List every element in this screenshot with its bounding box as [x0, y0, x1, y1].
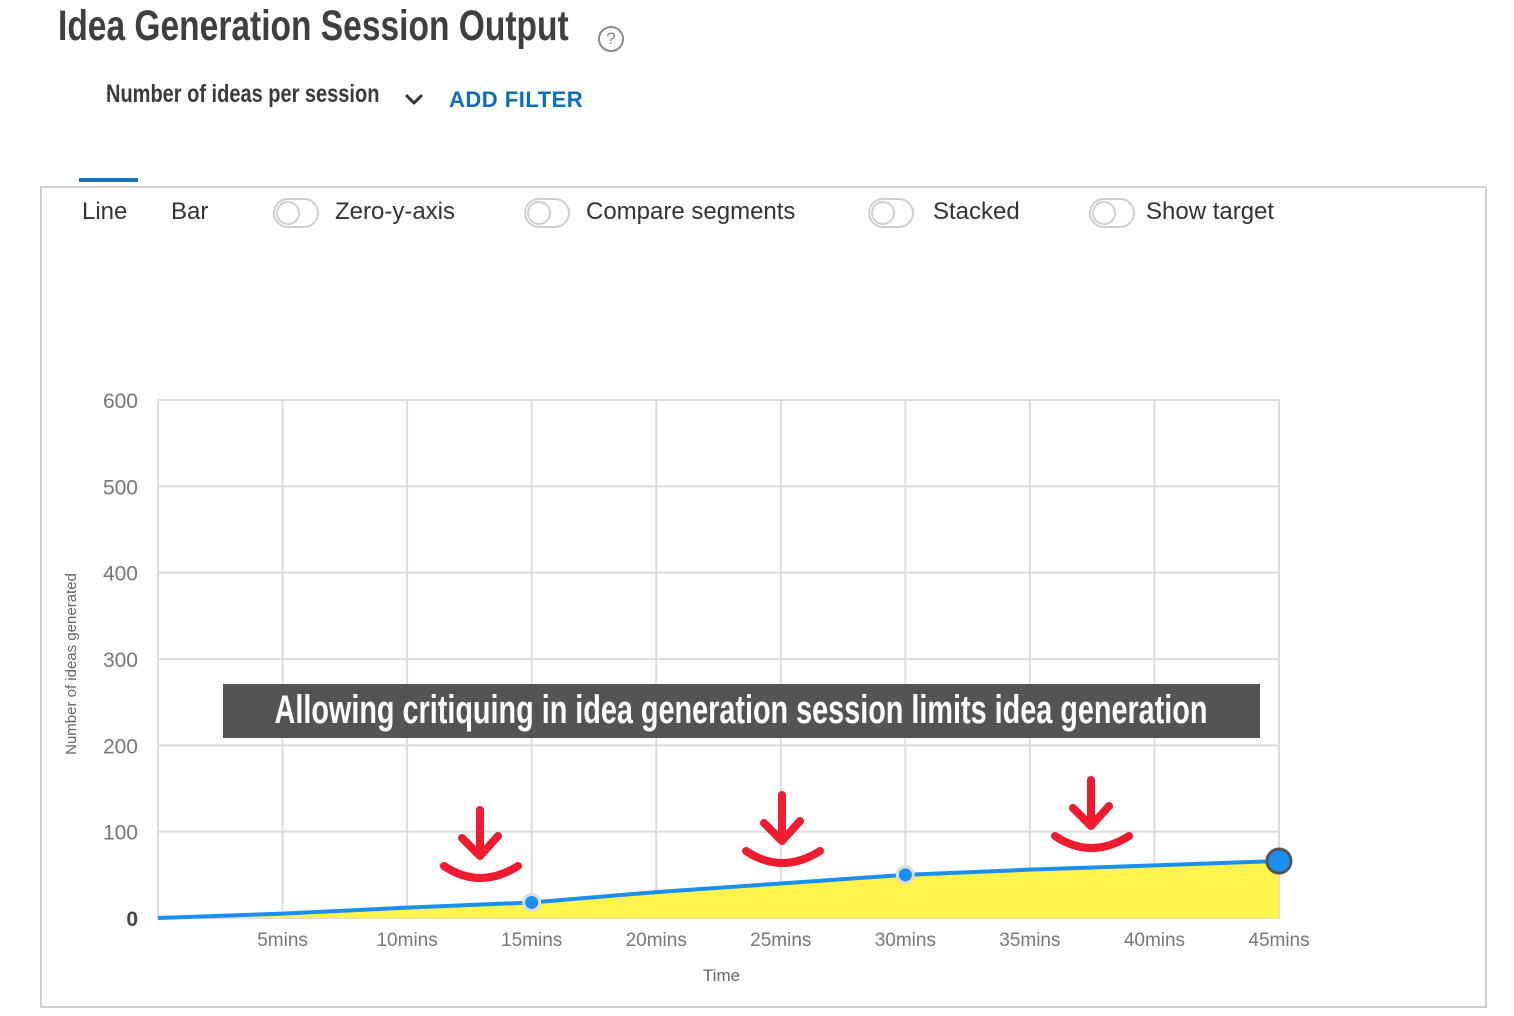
y-tick-label: 0 [126, 908, 138, 931]
toggle-knob [276, 201, 300, 225]
x-tick-label: 15mins [501, 930, 562, 951]
show-target-toggle[interactable] [1089, 198, 1135, 228]
x-tick-label: 10mins [376, 930, 437, 951]
series-line [157, 859, 1280, 920]
toggle-knob [1092, 201, 1116, 225]
data-point[interactable] [522, 892, 542, 912]
x-tick-label: 20mins [626, 930, 687, 951]
y-axis-title: Number of ideas generated [63, 573, 80, 755]
toggle-knob [527, 201, 551, 225]
show-target-label: Show target [1146, 198, 1275, 225]
hand-drawn-down-arrow-icon [440, 806, 522, 882]
x-axis-title: Time [703, 966, 740, 985]
y-tick-label: 500 [103, 476, 138, 499]
annotation-banner: Allowing critiquing in idea generation s… [223, 684, 1260, 738]
tab-line[interactable]: Line [82, 198, 128, 225]
x-tick-label: 45mins [1248, 930, 1309, 951]
compare-segments-toggle[interactable] [524, 198, 570, 228]
x-tick-label: 25mins [750, 930, 811, 951]
stacked-toggle[interactable] [868, 198, 914, 228]
tab-bar[interactable]: Bar [171, 198, 209, 225]
x-tick-label: 40mins [1124, 930, 1185, 951]
data-point[interactable] [895, 865, 915, 885]
zero-y-axis-label: Zero-y-axis [335, 198, 456, 225]
y-tick-label: 600 [103, 390, 138, 413]
y-tick-label: 400 [103, 563, 138, 586]
hand-drawn-down-arrow-icon [742, 791, 824, 867]
annotation-text: Allowing critiquing in idea generation s… [274, 688, 1208, 732]
add-filter-button[interactable]: ADD FILTER [449, 87, 584, 112]
x-tick-label: 30mins [875, 930, 936, 951]
data-point[interactable] [1265, 847, 1293, 875]
stacked-label: Stacked [933, 198, 1020, 225]
toggle-knob [871, 201, 895, 225]
compare-segments-label: Compare segments [586, 198, 796, 225]
y-tick-label: 300 [103, 649, 138, 672]
hand-drawn-down-arrow-icon [1051, 776, 1133, 852]
y-tick-label: 100 [103, 822, 138, 845]
zero-y-axis-toggle[interactable] [273, 198, 319, 228]
x-tick-label: 35mins [999, 930, 1060, 951]
metric-select-label[interactable]: Number of ideas per session [106, 80, 380, 108]
help-icon[interactable]: ? [598, 26, 624, 52]
page-title: Idea Generation Session Output [58, 2, 569, 50]
chart-panel [40, 186, 1487, 1008]
active-tab-indicator [79, 178, 138, 182]
x-tick-label: 5mins [257, 930, 308, 951]
y-tick-label: 200 [103, 735, 138, 758]
chevron-down-icon[interactable] [404, 90, 424, 110]
